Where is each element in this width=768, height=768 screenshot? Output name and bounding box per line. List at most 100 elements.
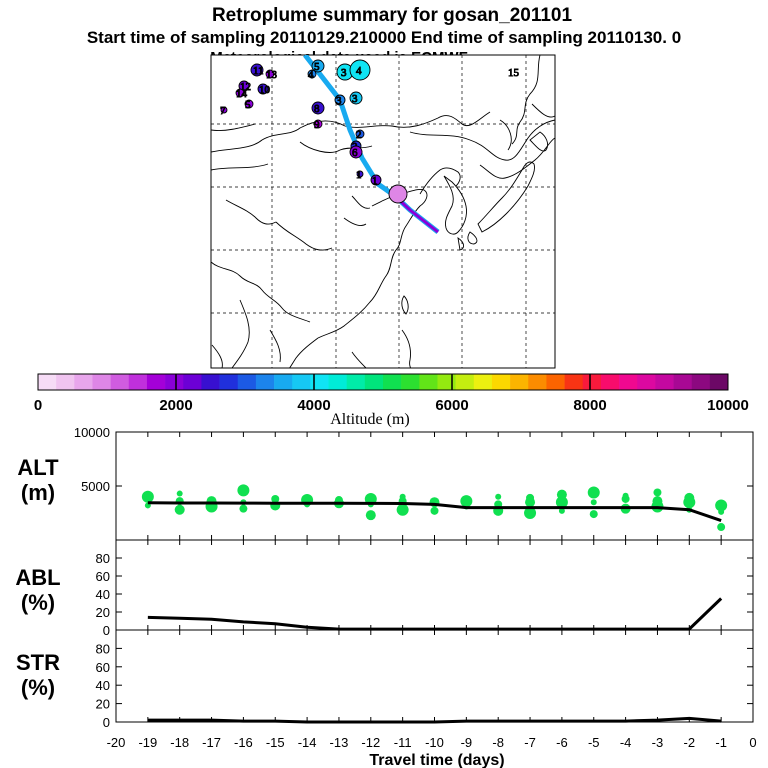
x-tick-label: 0	[749, 735, 756, 750]
panel-frame	[115, 629, 754, 723]
plume-marker-label: 1	[372, 175, 378, 187]
scatter-point	[460, 495, 473, 508]
colorbar-swatch	[582, 374, 602, 390]
plume-marker	[220, 106, 228, 114]
colorbar-swatch	[274, 374, 293, 390]
x-tick-label: -7	[524, 735, 536, 750]
colorbar-swatch	[110, 374, 130, 390]
plume-marker-label: 6	[352, 147, 358, 159]
plume-marker	[311, 59, 325, 73]
plume-marker	[311, 101, 325, 115]
plume-marker	[349, 59, 371, 81]
scatter-point	[524, 507, 537, 519]
figure-title: Retroplume summary for gosan_201101	[212, 5, 573, 26]
plume-marker	[370, 174, 382, 186]
colorbar-swatch	[56, 374, 75, 390]
x-tick-label: -20	[107, 735, 126, 750]
colorbar-tick-label: 0	[34, 397, 42, 414]
x-tick-label: -15	[266, 735, 285, 750]
x-tick-label: -4	[620, 735, 632, 750]
plume-marker	[313, 119, 323, 129]
scatter-point	[589, 510, 598, 519]
scatter-point	[590, 499, 597, 506]
colorbar-swatch	[165, 374, 184, 390]
plume-marker	[356, 170, 364, 178]
colorbar-swatch	[383, 374, 402, 390]
release-point	[388, 184, 408, 204]
scatter-point	[652, 496, 663, 507]
panel-ylabel: STR	[16, 650, 60, 675]
plume-marker-label: 9	[314, 119, 320, 131]
plume-marker-label: 5	[245, 99, 251, 111]
colorbar-swatch	[491, 374, 511, 390]
y-tick-label: 40	[96, 678, 110, 693]
map-graticule	[211, 55, 555, 368]
panel-frame	[115, 431, 754, 541]
plume-marker-label: 4	[356, 65, 362, 77]
colorbar-swatch	[600, 374, 620, 390]
colorbar-tick-label: 4000	[297, 397, 330, 414]
colorbar-swatch	[691, 374, 711, 390]
plume-marker	[250, 63, 264, 77]
y-tick-label: 60	[96, 569, 110, 584]
x-tick-label: -12	[361, 735, 380, 750]
colorbar-swatch	[619, 374, 638, 390]
x-tick-label: -16	[234, 735, 253, 750]
scatter-point	[717, 523, 726, 532]
colorbar-swatch	[655, 374, 674, 390]
series-line	[147, 716, 722, 724]
plume-marker-label: 12	[240, 81, 251, 93]
panel-abl: 0 20 40 60 80 ABL(%)	[15, 539, 754, 638]
plume-marker	[349, 145, 363, 159]
plume-marker-label: 2	[356, 129, 362, 141]
y-tick-label: 80	[96, 641, 110, 656]
colorbar-swatch	[237, 374, 257, 390]
plume-marker	[238, 80, 250, 92]
colorbar-swatch	[437, 374, 456, 390]
colorbar-swatch	[146, 374, 166, 390]
plume-marker	[265, 69, 275, 79]
sampling-line: Start time of sampling 20110129.210000 E…	[87, 28, 681, 47]
plume-marker-label: 13	[266, 69, 278, 81]
x-tick-label: -14	[298, 735, 317, 750]
scatter-point	[141, 490, 154, 503]
scatter-point	[176, 490, 183, 497]
colorbar-swatch	[637, 374, 656, 390]
colorbar-swatch	[528, 374, 547, 390]
plume-marker-label: 4	[308, 69, 314, 81]
colorbar-swatch	[473, 374, 493, 390]
colorbar-swatch	[455, 374, 475, 390]
scatter-point	[622, 492, 629, 499]
plume-marker	[355, 129, 365, 139]
plume-marker-label: 1	[356, 169, 362, 181]
scatter-point	[396, 503, 409, 516]
plume-marker-label: 11	[253, 65, 264, 77]
colorbar-swatch	[419, 374, 438, 390]
scatter-point	[495, 493, 502, 500]
scatter-point	[653, 488, 662, 497]
x-tick-label: -9	[461, 735, 473, 750]
x-tick-label: -19	[138, 735, 157, 750]
x-axis-label: Travel time (days)	[369, 752, 504, 768]
x-tick-label: -17	[202, 735, 221, 750]
scatter-point	[556, 489, 567, 500]
y-tick-label: 10000	[74, 425, 110, 440]
colorbar-tick-label: 8000	[573, 397, 606, 414]
x-tick-label: -13	[330, 735, 349, 750]
plume-marker-label: 8	[314, 103, 320, 115]
scatter-point	[430, 506, 439, 515]
x-tick-label: -5	[588, 735, 600, 750]
panel-ylabel-unit: (m)	[21, 480, 55, 505]
plume-marker	[244, 99, 254, 109]
scatter-point	[715, 499, 728, 512]
y-tick-label: 40	[96, 587, 110, 602]
colorbar-swatch	[310, 374, 329, 390]
scatter-point	[399, 493, 406, 500]
series-line	[147, 501, 722, 522]
map-frame	[210, 54, 556, 369]
x-tick-label: -8	[492, 735, 504, 750]
scatter-point	[555, 496, 568, 509]
scatter-point	[271, 494, 280, 503]
scatter-point	[237, 484, 250, 497]
